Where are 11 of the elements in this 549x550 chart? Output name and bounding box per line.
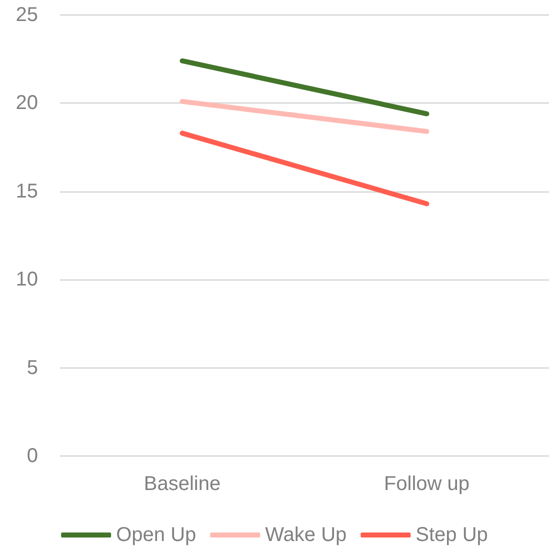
legend-label: Open Up: [116, 524, 196, 546]
y-tick-label: 0: [26, 445, 38, 467]
y-tick-label: 20: [16, 92, 38, 114]
x-tick-label: Follow up: [384, 473, 470, 495]
y-tick-label: 25: [16, 4, 38, 26]
y-tick-label: 5: [26, 356, 38, 379]
x-tick-label: Baseline: [144, 473, 221, 495]
legend-label: Wake Up: [265, 524, 347, 546]
legend-label: Step Up: [416, 524, 488, 546]
y-tick-label: 15: [16, 180, 38, 202]
y-tick-label: 10: [16, 268, 38, 291]
